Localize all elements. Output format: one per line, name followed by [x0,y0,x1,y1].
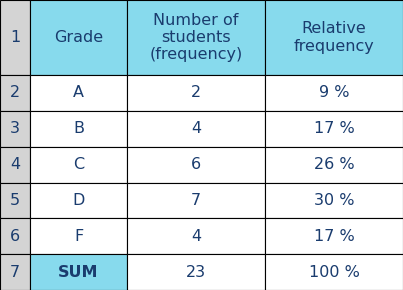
Bar [265,0,403,75]
Bar [0,75,30,111]
Bar [127,0,265,75]
Bar [127,254,265,290]
Text: 4: 4 [10,157,20,172]
Text: Grade: Grade [54,30,103,45]
Text: Relative
frequency: Relative frequency [294,21,374,54]
Text: 2: 2 [191,86,201,100]
Text: 7: 7 [10,264,20,280]
Bar [0,111,30,147]
Text: 4: 4 [191,229,201,244]
Bar [265,254,403,290]
Bar [0,218,30,254]
Text: 6: 6 [10,229,20,244]
Text: C: C [73,157,84,172]
Text: B: B [73,121,84,136]
Bar [30,75,127,111]
Text: F: F [74,229,83,244]
Bar [127,75,265,111]
Bar [30,218,127,254]
Bar [0,0,30,75]
Bar [30,147,127,182]
Text: 6: 6 [191,157,201,172]
Text: 100 %: 100 % [309,264,359,280]
Bar [0,182,30,218]
Bar [127,218,265,254]
Bar [265,111,403,147]
Bar [127,111,265,147]
Text: 2: 2 [10,86,20,100]
Bar [265,147,403,182]
Bar [30,182,127,218]
Text: 1: 1 [10,30,20,45]
Text: 30 %: 30 % [314,193,354,208]
Text: 17 %: 17 % [314,121,354,136]
Text: SUM: SUM [58,264,99,280]
Bar [265,75,403,111]
Text: 17 %: 17 % [314,229,354,244]
Text: 26 %: 26 % [314,157,354,172]
Text: 4: 4 [191,121,201,136]
Bar [127,182,265,218]
Text: A: A [73,86,84,100]
Bar [0,254,30,290]
Text: 5: 5 [10,193,20,208]
Bar [0,147,30,182]
Text: 7: 7 [191,193,201,208]
Bar [265,182,403,218]
Text: 9 %: 9 % [319,86,349,100]
Bar [30,254,127,290]
Bar [30,0,127,75]
Bar [30,111,127,147]
Bar [127,147,265,182]
Text: D: D [72,193,85,208]
Text: 23: 23 [186,264,206,280]
Text: Number of
students
(frequency): Number of students (frequency) [150,12,243,62]
Bar [265,218,403,254]
Text: 3: 3 [10,121,20,136]
